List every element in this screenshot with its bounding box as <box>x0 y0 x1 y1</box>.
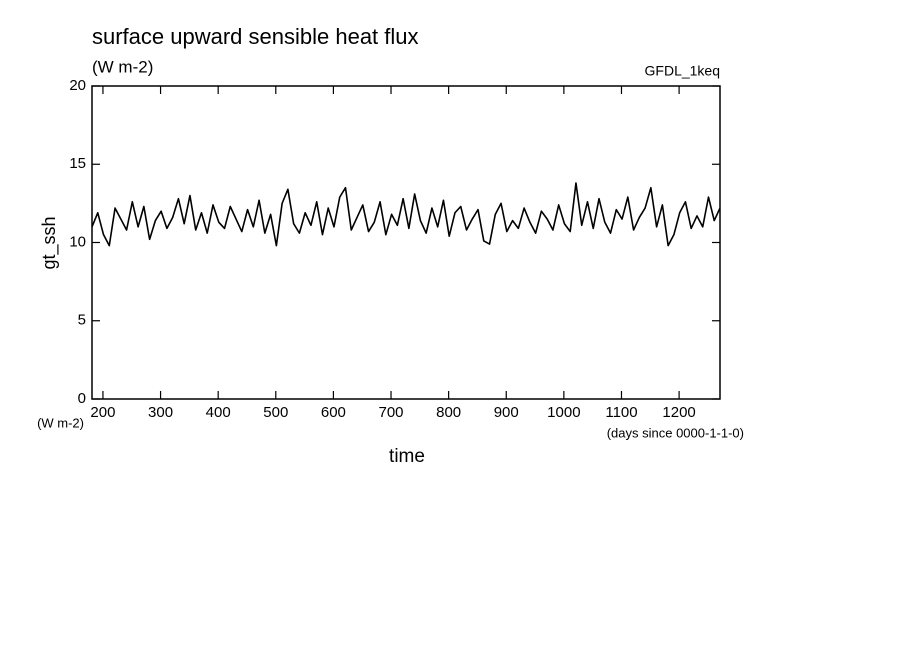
x-tick-label: 400 <box>206 404 231 421</box>
x-tick-label: 600 <box>321 404 346 421</box>
y-tick-label: 15 <box>69 155 86 172</box>
x-tick-label: 1100 <box>605 404 637 421</box>
x-tick-label: 200 <box>90 404 115 421</box>
x-tick-label: 800 <box>436 404 461 421</box>
x-tick-label: 500 <box>263 404 288 421</box>
y-tick-label: 20 <box>69 77 86 94</box>
x-tick-label: 1200 <box>662 404 695 421</box>
x-tick-label: 700 <box>379 404 404 421</box>
chart-subtitle: (W m-2) <box>92 57 153 76</box>
x-tick-label: 900 <box>494 404 519 421</box>
y-tick-label: 5 <box>78 312 86 329</box>
x-tick-label: 300 <box>148 404 173 421</box>
x-axis-label: time <box>389 446 425 467</box>
chart-title: surface upward sensible heat flux <box>92 24 419 49</box>
x-tick-label: 1000 <box>547 404 580 421</box>
y-tick-label: 0 <box>78 390 86 407</box>
y-tick-label: 10 <box>69 233 86 250</box>
annotation: GFDL_1keq <box>645 63 720 79</box>
y-axis-label: gt_ssh <box>39 216 60 269</box>
x-unit: (days since 0000-1-1-0) <box>607 425 744 440</box>
y-unit: (W m-2) <box>37 415 84 430</box>
data-line <box>91 182 721 247</box>
